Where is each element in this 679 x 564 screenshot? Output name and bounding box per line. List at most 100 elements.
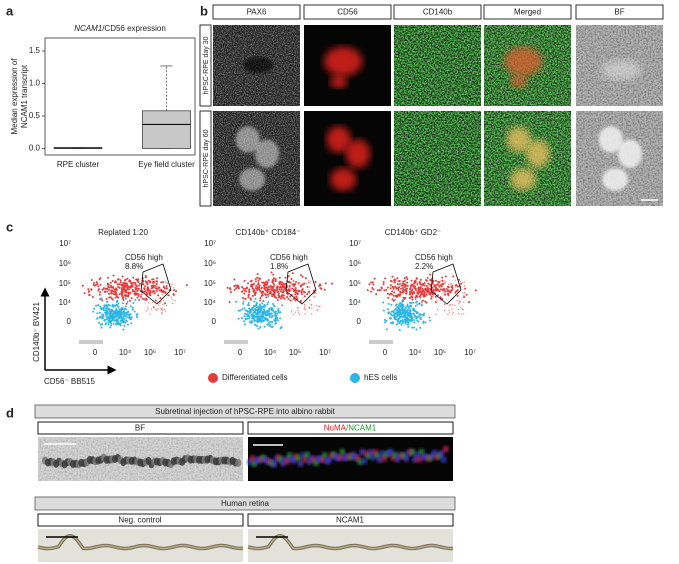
event-dot — [121, 306, 124, 309]
event-dot — [401, 284, 404, 287]
event-dot — [267, 295, 270, 298]
event-dot — [101, 288, 104, 291]
event-dot — [432, 279, 435, 282]
event-dot — [279, 297, 282, 300]
event-dot — [391, 290, 394, 293]
event-dot — [296, 293, 299, 296]
x-tick-label: 10⁵ — [144, 348, 156, 357]
event-dot — [370, 290, 373, 293]
event-dot — [111, 310, 114, 313]
event-dot — [151, 301, 154, 303]
event-dot — [95, 304, 98, 307]
event-dot — [425, 301, 428, 304]
event-dot — [263, 285, 266, 288]
event-dot — [268, 314, 271, 317]
event-dot — [129, 305, 132, 308]
blob — [504, 46, 543, 77]
event-dot — [269, 312, 272, 315]
event-dot — [458, 278, 461, 281]
event-dot — [260, 306, 263, 309]
event-dot — [134, 283, 137, 286]
event-dot — [243, 292, 246, 295]
event-dot — [302, 297, 304, 299]
event-dot — [447, 289, 450, 292]
event-dot — [398, 294, 401, 297]
event-dot — [272, 273, 275, 276]
event-dot — [276, 299, 279, 302]
event-dot — [396, 277, 399, 280]
event-dot — [423, 312, 426, 315]
event-dot — [138, 284, 141, 287]
event-dot — [454, 279, 456, 282]
dark-patch — [243, 57, 273, 73]
event-dot — [387, 302, 390, 305]
event-dot — [282, 289, 285, 292]
event-dot — [121, 275, 124, 278]
blob — [510, 168, 537, 191]
event-dot — [114, 311, 117, 314]
event-dot — [378, 288, 381, 291]
event-dot — [263, 310, 266, 313]
event-dot — [161, 312, 163, 314]
y-tick-label: 0 — [67, 317, 72, 326]
event-dot — [270, 285, 273, 288]
event-dot — [303, 295, 306, 298]
micrograph — [213, 111, 300, 206]
event-dot — [448, 311, 451, 313]
event-dot — [296, 297, 299, 300]
nucleus — [339, 448, 346, 456]
event-dot — [264, 288, 267, 291]
y-tick-label: 10⁴ — [204, 298, 217, 307]
gate-label: CD56 high — [125, 253, 163, 262]
y-tick-label: 10⁷ — [204, 239, 216, 248]
event-dot — [258, 288, 261, 291]
event-dot — [314, 296, 316, 299]
event-dot — [118, 323, 121, 326]
event-dot — [319, 305, 321, 308]
event-dot — [416, 295, 419, 298]
event-dot — [303, 308, 306, 310]
event-dot — [173, 287, 175, 289]
event-dot — [389, 312, 392, 315]
event-dot — [398, 279, 401, 282]
event-dot — [261, 302, 264, 305]
event-dot — [252, 282, 255, 285]
event-dot — [287, 275, 290, 278]
event-dot — [301, 275, 304, 278]
event-dot — [109, 312, 112, 315]
event-dot — [421, 290, 424, 293]
event-dot — [123, 324, 126, 327]
header-bar — [34, 404, 456, 419]
event-dot — [383, 289, 386, 292]
event-dot — [441, 279, 444, 282]
event-dot — [429, 293, 432, 296]
event-dot — [259, 325, 262, 328]
event-dot — [410, 295, 413, 298]
event-dot — [406, 305, 409, 308]
y-tick-label: 10⁶ — [349, 259, 361, 268]
event-dot — [439, 296, 442, 299]
event-dot — [105, 314, 108, 317]
event-dot — [269, 291, 272, 294]
event-dot — [252, 309, 255, 312]
event-dot — [394, 307, 397, 310]
event-dot — [426, 291, 429, 294]
event-dot — [456, 291, 459, 293]
column-header-box — [393, 4, 482, 20]
event-dot — [96, 317, 99, 320]
event-dot — [126, 284, 129, 287]
event-dot — [308, 286, 311, 288]
event-dot — [256, 276, 259, 279]
event-dot — [256, 312, 259, 315]
event-dot — [244, 297, 247, 300]
y-tick-label: 10⁷ — [349, 239, 361, 248]
event-dot — [125, 308, 128, 311]
event-dot — [251, 321, 254, 324]
event-dot — [279, 311, 282, 314]
event-dot — [424, 321, 427, 324]
event-dot — [135, 314, 138, 317]
event-dot — [166, 281, 168, 284]
event-dot — [411, 293, 414, 296]
event-dot — [278, 288, 281, 291]
event-dot — [124, 311, 127, 314]
